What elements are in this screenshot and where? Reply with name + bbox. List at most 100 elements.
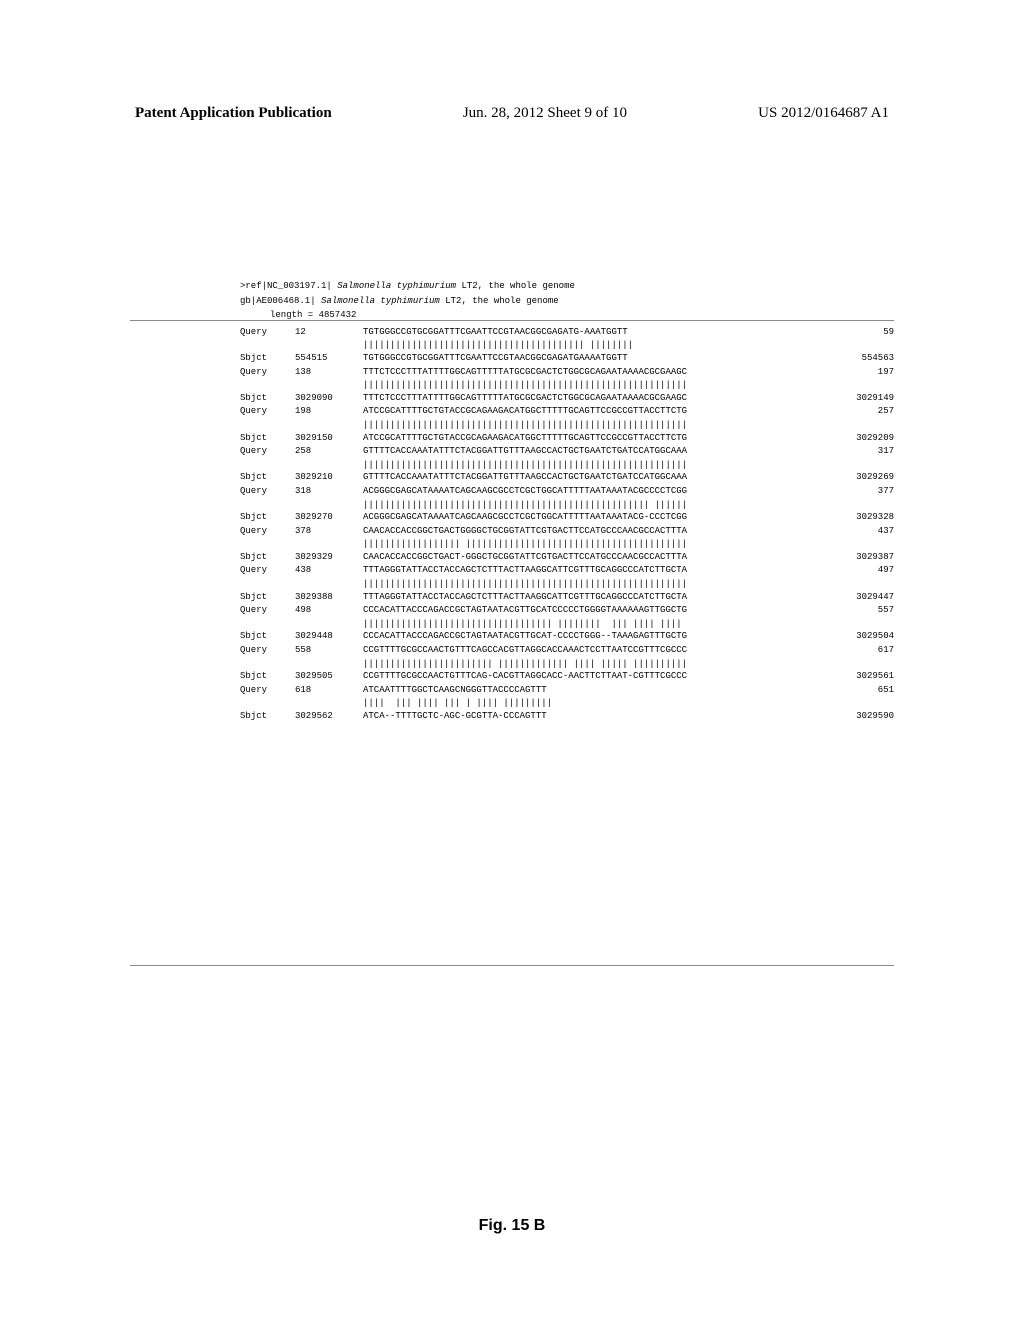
seq-end: 557 bbox=[878, 604, 894, 617]
seq-row: Query198ATCCGCATTTTGCTGTACCGCAGAAGACATGG… bbox=[240, 405, 894, 418]
match-row: ||||||||||||||||||||||||||||||||||||||||… bbox=[363, 459, 894, 472]
alignment-content: >ref|NC_003197.1| Salmonella typhimurium… bbox=[240, 280, 894, 724]
seq-end: 59 bbox=[883, 326, 894, 339]
seq-end: 3029209 bbox=[856, 432, 894, 445]
match-row: |||| ||| |||| ||| | |||| ||||||||| bbox=[363, 697, 894, 710]
seq-start: 558 bbox=[295, 644, 363, 657]
seq-label: Sbjct bbox=[240, 591, 295, 604]
seq-data: CAACACCACCGGCTGACTGGGGCTGCGGTATTCGTGACTT… bbox=[363, 525, 868, 538]
seq-end: 497 bbox=[878, 564, 894, 577]
seq-row: Query12TGTGGGCCGTGCGGATTTCGAATTCCGTAACGG… bbox=[240, 326, 894, 339]
match-row: ||||||||||||||||||||||||||||||||||||||||… bbox=[363, 379, 894, 392]
seq-data: ACGGGCGAGCATAAAATCAGCAAGCGCCTCGCTGGCATTT… bbox=[363, 485, 868, 498]
seq-end: 317 bbox=[878, 445, 894, 458]
seq-end: 437 bbox=[878, 525, 894, 538]
seq-start: 3029090 bbox=[295, 392, 363, 405]
seq-end: 257 bbox=[878, 405, 894, 418]
seq-label: Query bbox=[240, 366, 295, 379]
match-row: ||||||||||||||||||||||||||||||||||| ||||… bbox=[363, 618, 894, 631]
seq-data: ATCCGCATTTTGCTGTACCGCAGAAGACATGGCTTTTTGC… bbox=[363, 432, 846, 445]
seq-start: 554515 bbox=[295, 352, 363, 365]
seq-row: Query378CAACACCACCGGCTGACTGGGGCTGCGGTATT… bbox=[240, 525, 894, 538]
ref2-prefix: gb|AE006468.1| bbox=[240, 296, 321, 306]
seq-start: 438 bbox=[295, 564, 363, 577]
header-left: Patent Application Publication bbox=[135, 105, 332, 122]
seq-row: Query258GTTTTCACCAAATATTTCTACGGATTGTTTAA… bbox=[240, 445, 894, 458]
match-row: ||||||||||||||||||||||||||||||||||||||||… bbox=[363, 419, 894, 432]
seq-label: Sbjct bbox=[240, 511, 295, 524]
seq-label: Sbjct bbox=[240, 630, 295, 643]
seq-data: TGTGGGCCGTGCGGATTTCGAATTCCGTAACGGCGAGATG… bbox=[363, 352, 852, 365]
seq-data: TTTCTCCCTTTATTTTGGCAGTTTTTATGCGCGACTCTGG… bbox=[363, 392, 846, 405]
seq-label: Query bbox=[240, 445, 295, 458]
seq-end: 3029328 bbox=[856, 511, 894, 524]
seq-end: 651 bbox=[878, 684, 894, 697]
seq-row: Sbjct3029210GTTTTCACCAAATATTTCTACGGATTGT… bbox=[240, 471, 894, 484]
seq-end: 3029269 bbox=[856, 471, 894, 484]
seq-label: Query bbox=[240, 644, 295, 657]
seq-start: 3029150 bbox=[295, 432, 363, 445]
seq-label: Sbjct bbox=[240, 392, 295, 405]
seq-label: Query bbox=[240, 564, 295, 577]
seq-label: Query bbox=[240, 326, 295, 339]
seq-row: Query618ATCAATTTTGGCTCAAGCNGGGTTACCCCAGT… bbox=[240, 684, 894, 697]
ref1-italic: Salmonella typhimurium bbox=[337, 281, 456, 291]
seq-end: 554563 bbox=[862, 352, 894, 365]
seq-label: Sbjct bbox=[240, 471, 295, 484]
seq-start: 618 bbox=[295, 684, 363, 697]
seq-start: 198 bbox=[295, 405, 363, 418]
seq-row: Sbjct3029329CAACACCACCGGCTGACT-GGGCTGCGG… bbox=[240, 551, 894, 564]
match-row: ||||||||||||||||||||||||||||||||||||||||… bbox=[363, 578, 894, 591]
seq-label: Query bbox=[240, 485, 295, 498]
seq-data: GTTTTCACCAAATATTTCTACGGATTGTTTAAGCCACTGC… bbox=[363, 471, 846, 484]
seq-row: Query558CCGTTTTGCGCCAACTGTTTCAGCCACGTTAG… bbox=[240, 644, 894, 657]
seq-end: 3029447 bbox=[856, 591, 894, 604]
seq-start: 138 bbox=[295, 366, 363, 379]
header-center: Jun. 28, 2012 Sheet 9 of 10 bbox=[463, 105, 627, 122]
seq-end: 617 bbox=[878, 644, 894, 657]
seq-data: GTTTTCACCAAATATTTCTACGGATTGTTTAAGCCACTGC… bbox=[363, 445, 868, 458]
ref-line-2: gb|AE006468.1| Salmonella typhimurium LT… bbox=[240, 295, 894, 308]
seq-start: 3029448 bbox=[295, 630, 363, 643]
seq-data: CCCACATTACCCAGACCGCTAGTAATACGTTGCAT-CCCC… bbox=[363, 630, 846, 643]
separator-line-2 bbox=[130, 965, 894, 966]
seq-data: ACGGGCGAGCATAAAATCAGCAAGCGCCTCGCTGGCATTT… bbox=[363, 511, 846, 524]
seq-start: 3029562 bbox=[295, 710, 363, 723]
seq-data: ATCAATTTTGGCTCAAGCNGGGTTACCCCAGTTT bbox=[363, 684, 868, 697]
seq-label: Sbjct bbox=[240, 432, 295, 445]
seq-end: 3029149 bbox=[856, 392, 894, 405]
seq-label: Sbjct bbox=[240, 551, 295, 564]
ref1-suffix: LT2, the whole genome bbox=[456, 281, 575, 291]
seq-data: TTTAGGGTATTACCTACCAGCTCTTTACTTAAGGCATTCG… bbox=[363, 591, 846, 604]
seq-data: CCCACATTACCCAGACCGCTAGTAATACGTTGCATCCCCC… bbox=[363, 604, 868, 617]
seq-row: Sbjct3029562ATCA--TTTTGCTC-AGC-GCGTTA-CC… bbox=[240, 710, 894, 723]
seq-row: Sbjct3029448CCCACATTACCCAGACCGCTAGTAATAC… bbox=[240, 630, 894, 643]
separator-line-1 bbox=[130, 320, 894, 321]
seq-start: 3029505 bbox=[295, 670, 363, 683]
figure-caption: Fig. 15 B bbox=[0, 1217, 1024, 1235]
seq-data: CCGTTTTGCGCCAACTGTTTCAGCCACGTTAGGCACCAAA… bbox=[363, 644, 868, 657]
seq-data: TTTCTCCCTTTATTTTGGCAGTTTTTATGCGCGACTCTGG… bbox=[363, 366, 868, 379]
seq-row: Sbjct3029090TTTCTCCCTTTATTTTGGCAGTTTTTAT… bbox=[240, 392, 894, 405]
seq-start: 3029329 bbox=[295, 551, 363, 564]
seq-data: ATCCGCATTTTGCTGTACCGCAGAAGACATGGCTTTTTGC… bbox=[363, 405, 868, 418]
seq-start: 258 bbox=[295, 445, 363, 458]
seq-label: Sbjct bbox=[240, 710, 295, 723]
ref2-italic: Salmonella typhimurium bbox=[321, 296, 440, 306]
seq-row: Sbjct3029388TTTAGGGTATTACCTACCAGCTCTTTAC… bbox=[240, 591, 894, 604]
seq-end: 3029590 bbox=[856, 710, 894, 723]
seq-data: TTTAGGGTATTACCTACCAGCTCTTTACTTAAGGCATTCG… bbox=[363, 564, 868, 577]
header-right: US 2012/0164687 A1 bbox=[758, 105, 889, 122]
alignment-rows: Query12TGTGGGCCGTGCGGATTTCGAATTCCGTAACGG… bbox=[240, 326, 894, 723]
seq-start: 3029210 bbox=[295, 471, 363, 484]
seq-row: Sbjct3029150ATCCGCATTTTGCTGTACCGCAGAAGAC… bbox=[240, 432, 894, 445]
seq-data: CCGTTTTGCGCCAACTGTTTCAG-CACGTTAGGCACC-AA… bbox=[363, 670, 846, 683]
seq-data: ATCA--TTTTGCTC-AGC-GCGTTA-CCCAGTTT bbox=[363, 710, 846, 723]
seq-label: Query bbox=[240, 684, 295, 697]
seq-row: Query498CCCACATTACCCAGACCGCTAGTAATACGTTG… bbox=[240, 604, 894, 617]
match-row: |||||||||||||||||| |||||||||||||||||||||… bbox=[363, 538, 894, 551]
seq-start: 318 bbox=[295, 485, 363, 498]
seq-row: Sbjct3029505CCGTTTTGCGCCAACTGTTTCAG-CACG… bbox=[240, 670, 894, 683]
seq-label: Query bbox=[240, 604, 295, 617]
seq-label: Query bbox=[240, 525, 295, 538]
